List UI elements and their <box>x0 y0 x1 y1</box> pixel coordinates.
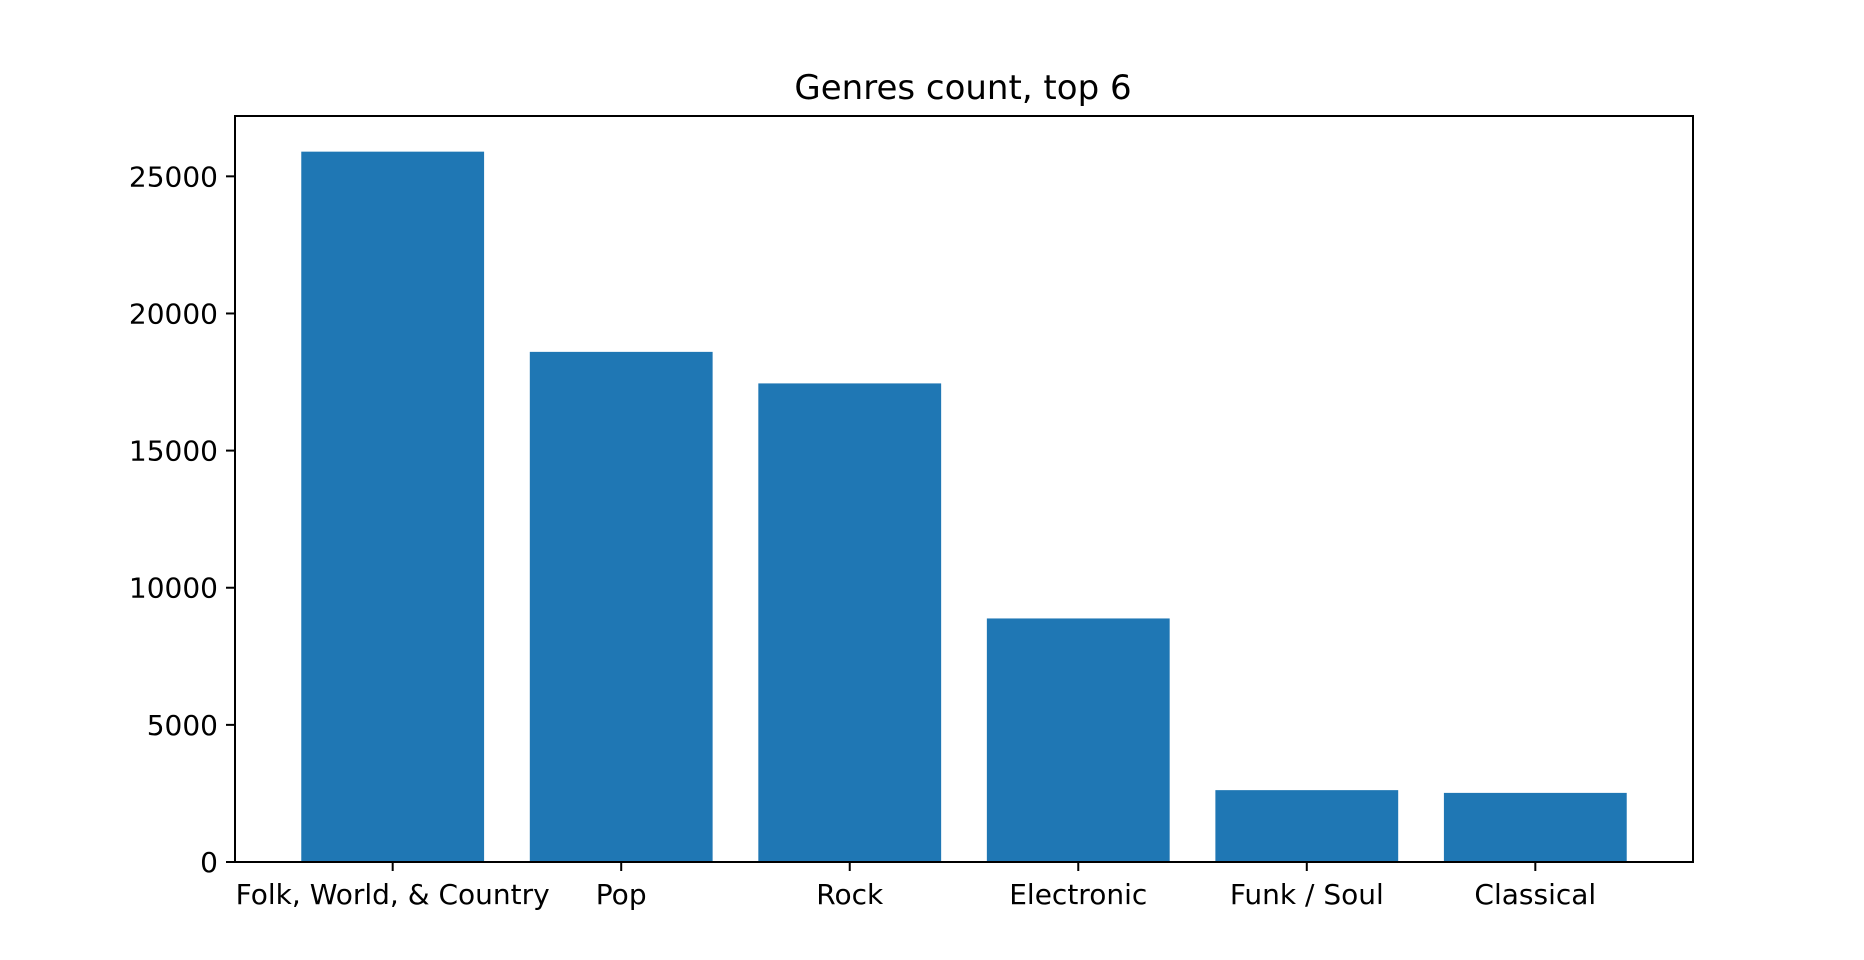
chart-title: Genres count, top 6 <box>794 68 1131 108</box>
x-tick-label: Classical <box>1474 878 1596 911</box>
bar-funk-soul <box>1215 790 1399 862</box>
x-tick-label: Funk / Soul <box>1230 878 1384 911</box>
bar-rock <box>758 383 942 862</box>
y-tick-label: 5000 <box>147 709 218 742</box>
x-tick-label: Folk, World, & Country <box>236 878 550 911</box>
x-axis: Folk, World, & Country Pop Rock Electronic F… <box>236 862 1596 911</box>
axes-frame <box>234 115 1694 863</box>
bar-electronic <box>986 618 1170 862</box>
y-tick-label: 20000 <box>129 297 218 330</box>
x-tick-label: Rock <box>816 878 884 911</box>
y-axis: 0 5000 10000 15000 20000 25000 <box>129 160 235 879</box>
bar-classical <box>1443 792 1627 862</box>
bar-folk-world-country <box>301 151 485 862</box>
y-tick-label: 0 <box>200 846 218 879</box>
x-tick-label: Electronic <box>1009 878 1147 911</box>
bar-pop <box>529 351 713 862</box>
y-tick-label: 25000 <box>129 160 218 193</box>
y-tick-label: 15000 <box>129 435 218 468</box>
x-tick-label: Pop <box>596 878 647 911</box>
y-tick-label: 10000 <box>129 572 218 605</box>
bars-group <box>301 151 1627 862</box>
